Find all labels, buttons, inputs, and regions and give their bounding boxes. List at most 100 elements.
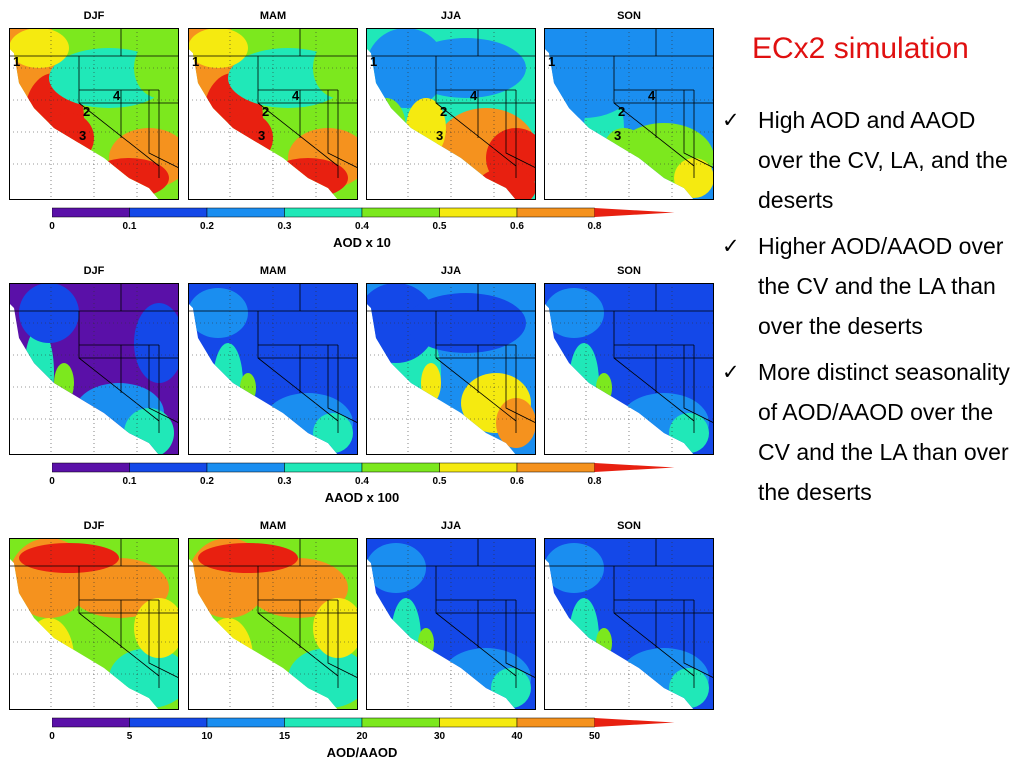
checkmark-icon: ✓ [722, 360, 740, 384]
bullet-text: Higher AOD/AAOD over the CV and the LA t… [758, 233, 1004, 339]
region-label: 1 [13, 54, 20, 69]
colorbar-tick-label: 0.1 [122, 221, 137, 232]
map-panel-aod-jja: 1 2 3 4 [366, 28, 536, 200]
value-blob [9, 28, 69, 68]
colorbar-segment [206, 462, 285, 473]
bullet-text: More distinct seasonality of AOD/AAOD ov… [758, 359, 1010, 505]
value-blob [198, 543, 298, 573]
colorbar-extension-arrow [594, 208, 675, 217]
map-frame [544, 538, 714, 710]
colorbar-segment [516, 207, 595, 218]
bullet-list: ✓ High AOD and AAOD over the CV, LA, and … [722, 100, 1022, 518]
season-label: JJA [440, 520, 462, 532]
colorbar-segment [129, 717, 208, 728]
checkmark-icon: ✓ [722, 108, 740, 132]
state-boundaries [366, 28, 536, 178]
colorbar-tick-label: 0.5 [432, 476, 447, 487]
region-label: 3 [614, 128, 621, 143]
colorbar-title: AOD/AAOD [326, 745, 398, 760]
value-blob [240, 373, 256, 403]
region-label: 4 [470, 88, 478, 103]
colorbar-tick-label: 0 [49, 476, 55, 487]
region-label: 3 [79, 128, 86, 143]
value-blob [604, 128, 644, 168]
colorbar-segment [206, 717, 285, 728]
colorbar-tick-label: 40 [511, 731, 523, 742]
colorbar-segment [129, 462, 208, 473]
season-label: SON [617, 10, 641, 22]
map-frame [188, 538, 358, 710]
colorbar-segment [361, 462, 440, 473]
map-panel-aaod-son [544, 283, 714, 455]
colorbar-aaod [52, 462, 675, 473]
colorbar-tick-label: 0.5 [432, 221, 447, 232]
colorbar-segment [52, 207, 130, 218]
map-frame [9, 28, 179, 200]
state-boundaries [9, 538, 179, 688]
region-label: 4 [113, 88, 121, 103]
colorbar-segment [129, 207, 208, 218]
value-blob [188, 28, 248, 68]
map-frame [9, 538, 179, 710]
colorbar-tick-label: 0.4 [355, 476, 369, 487]
season-label: MAM [259, 520, 287, 532]
state-boundaries [366, 283, 536, 433]
state-boundaries [544, 283, 714, 433]
colorbar-segment [361, 717, 440, 728]
value-blob [203, 618, 253, 698]
colorbar-title: AAOD x 100 [324, 490, 400, 505]
colorbar-tick-label: 0.2 [200, 476, 214, 487]
map-frame [366, 28, 536, 200]
state-boundaries [9, 28, 179, 178]
colorbar-tick-label: 30 [433, 731, 446, 742]
colorbar-tick-label: 0.1 [122, 476, 137, 487]
colorbar-tick-label: 0.3 [277, 476, 292, 487]
colorbar-segment [439, 717, 518, 728]
colorbar-segment [516, 717, 595, 728]
colorbar-extension-arrow [594, 718, 675, 727]
colorbar-extension-arrow [594, 463, 675, 472]
map-panel-aod-mam: 1 2 3 4 [188, 28, 358, 200]
season-label: JJA [440, 10, 462, 22]
region-label: 1 [192, 54, 199, 69]
season-label: DJF [83, 265, 105, 277]
colorbar-aod [52, 207, 675, 218]
value-blob [596, 628, 612, 658]
value-blob [19, 543, 119, 573]
map-frame [366, 538, 536, 710]
colorbar-segment [284, 207, 363, 218]
value-blob [418, 628, 434, 658]
colorbar-tick-label: 0.8 [587, 221, 602, 232]
colorbar-tick-label: 5 [126, 731, 133, 742]
map-frame [366, 283, 536, 455]
colorbar-tick-label: 50 [588, 731, 601, 742]
value-blob [421, 363, 441, 403]
map-frame [544, 28, 714, 200]
state-boundaries [9, 283, 179, 433]
colorbar-segment [284, 462, 363, 473]
region-label: 4 [292, 88, 300, 103]
checkmark-icon: ✓ [722, 234, 740, 258]
region-label: 3 [258, 128, 265, 143]
value-blob [544, 288, 604, 338]
colorbar-tick-label: 0.6 [510, 476, 524, 487]
colorbar-ratio [52, 717, 675, 728]
bullet-item: ✓ More distinct seasonality of AOD/AAOD o… [722, 352, 1022, 512]
colorbar-segment [361, 207, 440, 218]
map-panel-aaod-mam [188, 283, 358, 455]
value-blob [44, 113, 94, 163]
colorbar-tick-label: 0.3 [277, 221, 292, 232]
state-boundaries [544, 538, 714, 688]
value-blob [188, 288, 248, 338]
season-label: MAM [259, 265, 287, 277]
map-panel-aaod-jja [366, 283, 536, 455]
slide-title: ECx2 simulation [752, 32, 969, 65]
colorbar-segment [439, 462, 518, 473]
season-label: SON [617, 520, 641, 532]
map-panel-aod-son: 1 2 3 4 [544, 28, 714, 200]
colorbar-segment [284, 717, 363, 728]
season-label: SON [617, 265, 641, 277]
colorbar-tick-label: 0.8 [587, 476, 602, 487]
value-blob [134, 38, 179, 98]
colorbar-tick-label: 0.6 [510, 221, 524, 232]
